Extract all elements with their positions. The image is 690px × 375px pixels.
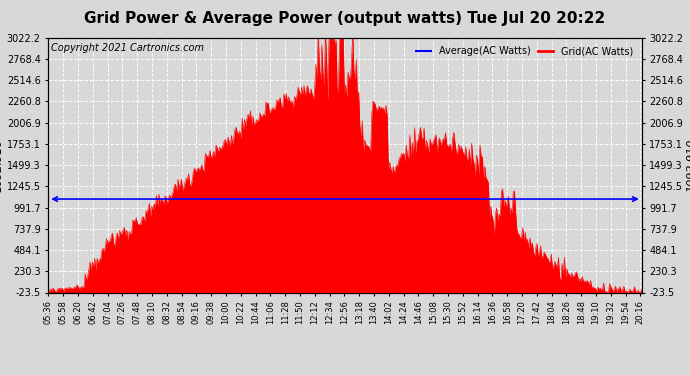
- Text: Grid Power & Average Power (output watts) Tue Jul 20 20:22: Grid Power & Average Power (output watts…: [84, 11, 606, 26]
- Y-axis label: 1092.910: 1092.910: [0, 138, 4, 192]
- Y-axis label: 1092.910: 1092.910: [686, 138, 690, 192]
- Text: Copyright 2021 Cartronics.com: Copyright 2021 Cartronics.com: [51, 43, 204, 52]
- Legend: Average(AC Watts), Grid(AC Watts): Average(AC Watts), Grid(AC Watts): [413, 42, 637, 60]
